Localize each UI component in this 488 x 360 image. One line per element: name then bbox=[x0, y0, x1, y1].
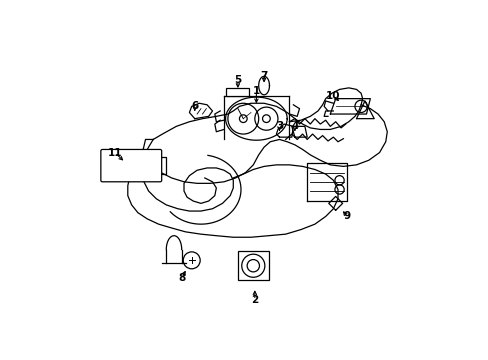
Text: 7: 7 bbox=[260, 71, 267, 81]
Text: 3: 3 bbox=[275, 121, 283, 131]
Text: 6: 6 bbox=[191, 101, 198, 111]
Text: 10: 10 bbox=[325, 91, 340, 100]
Text: 9: 9 bbox=[343, 211, 350, 221]
Text: 8: 8 bbox=[178, 273, 185, 283]
FancyBboxPatch shape bbox=[101, 149, 162, 182]
Text: 5: 5 bbox=[234, 75, 241, 85]
Text: 4: 4 bbox=[291, 121, 298, 131]
Text: 11: 11 bbox=[107, 148, 122, 158]
Bar bbox=[225, 88, 248, 95]
Bar bbox=[238, 251, 268, 280]
Text: 1: 1 bbox=[252, 86, 260, 96]
Text: 2: 2 bbox=[251, 295, 258, 305]
